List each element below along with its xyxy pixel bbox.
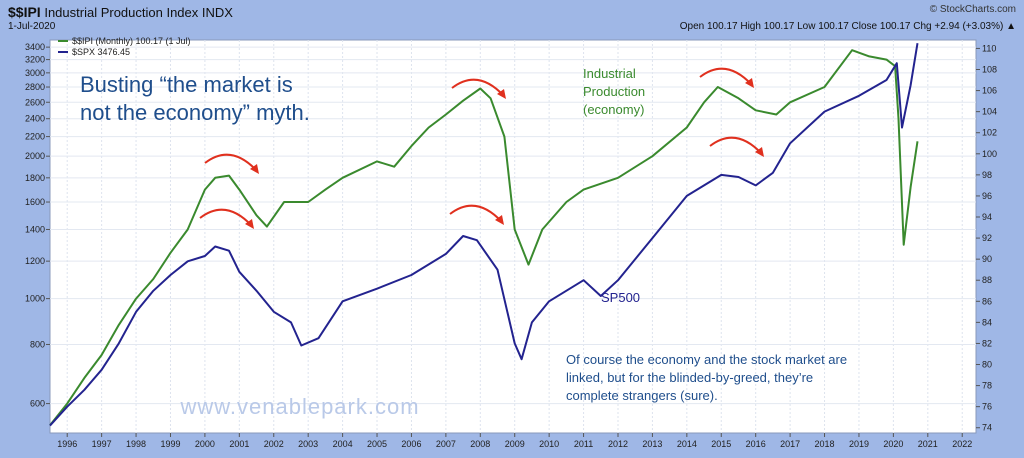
peak-arrow <box>199 208 253 227</box>
left-y-tick-label: 2200 <box>25 132 45 142</box>
left-y-tick-label: 1800 <box>25 173 45 183</box>
x-tick-label: 2001 <box>229 439 249 449</box>
right-y-tick-label: 92 <box>982 233 992 243</box>
x-tick-label: 2000 <box>195 439 215 449</box>
x-tick-label: 2012 <box>608 439 628 449</box>
left-y-tick-label: 1000 <box>25 294 45 304</box>
x-tick-label: 2005 <box>367 439 387 449</box>
x-tick-label: 2008 <box>470 439 490 449</box>
peak-arrow <box>709 136 763 155</box>
right-y-tick-label: 94 <box>982 212 992 222</box>
spx-annotation: SP500 <box>601 290 640 305</box>
x-tick-label: 2019 <box>849 439 869 449</box>
left-y-tick-label: 1200 <box>25 256 45 266</box>
peak-arrow <box>699 67 753 86</box>
x-tick-label: 2016 <box>746 439 766 449</box>
x-tick-label: 2010 <box>539 439 559 449</box>
chart-date: 1-Jul-2020 <box>8 21 56 32</box>
headline-text: not the economy” myth. <box>80 100 310 125</box>
left-y-tick-label: 1400 <box>25 224 45 234</box>
note-text: linked, but for the blinded-by-greed, th… <box>566 370 813 385</box>
x-tick-label: 1999 <box>160 439 180 449</box>
ipi-annotation: Industrial <box>583 66 636 81</box>
peak-arrow <box>204 153 258 172</box>
peak-arrowhead <box>250 164 259 174</box>
index-name: Industrial Production Index INDX <box>44 5 233 20</box>
left-y-tick-label: 600 <box>30 399 45 409</box>
x-tick-label: 1997 <box>92 439 112 449</box>
x-tick-label: 2007 <box>436 439 456 449</box>
x-tick-label: 1996 <box>57 439 77 449</box>
ipi-annotation: (economy) <box>583 102 644 117</box>
right-y-tick-label: 78 <box>982 381 992 391</box>
note-text: Of course the economy and the stock mark… <box>566 352 847 367</box>
left-y-tick-label: 2600 <box>25 97 45 107</box>
right-y-tick-label: 84 <box>982 317 992 327</box>
right-y-tick-label: 100 <box>982 149 997 159</box>
left-y-tick-label: 2400 <box>25 114 45 124</box>
right-y-tick-label: 108 <box>982 65 997 75</box>
ipi-series-line <box>49 49 919 426</box>
ohlc-readout: Open 100.17 High 100.17 Low 100.17 Close… <box>679 21 1016 32</box>
left-y-tick-label: 3400 <box>25 42 45 52</box>
right-y-tick-label: 80 <box>982 360 992 370</box>
left-y-tick-label: 800 <box>30 339 45 349</box>
brand-label: © StockCharts.com <box>929 4 1016 15</box>
x-tick-label: 2009 <box>505 439 525 449</box>
right-y-tick-label: 88 <box>982 275 992 285</box>
x-tick-label: 2003 <box>298 439 318 449</box>
right-y-tick-label: 98 <box>982 170 992 180</box>
left-y-tick-label: 2800 <box>25 82 45 92</box>
x-tick-label: 2004 <box>333 439 353 449</box>
plot-area <box>49 39 977 434</box>
peak-arrow <box>451 78 505 97</box>
chart-header: $$IPI Industrial Production Index INDX 1… <box>8 4 1016 38</box>
legend-entry: $SPX 3476.45 <box>72 47 130 57</box>
chart-title: $$IPI Industrial Production Index INDX <box>8 4 233 20</box>
spx-series-line <box>49 43 919 427</box>
symbol: $$IPI <box>8 4 41 20</box>
x-tick-label: 2017 <box>780 439 800 449</box>
right-y-tick-label: 86 <box>982 296 992 306</box>
left-y-tick-label: 1600 <box>25 197 45 207</box>
left-y-tick-label: 2000 <box>25 151 45 161</box>
legend-entry: $$IPI (Monthly) 100.17 (1 Jul) <box>72 36 191 46</box>
right-y-tick-label: 96 <box>982 191 992 201</box>
peak-arrowhead <box>495 215 504 225</box>
left-y-tick-label: 3200 <box>25 55 45 65</box>
x-tick-label: 2015 <box>711 439 731 449</box>
x-tick-label: 2021 <box>918 439 938 449</box>
peak-arrowhead <box>497 89 506 99</box>
right-y-tick-label: 106 <box>982 86 997 96</box>
right-y-tick-label: 74 <box>982 423 992 433</box>
peak-arrowhead <box>245 219 254 229</box>
x-tick-label: 2018 <box>815 439 835 449</box>
peak-arrowhead <box>745 78 754 88</box>
right-y-tick-label: 104 <box>982 107 997 117</box>
right-y-tick-label: 102 <box>982 128 997 138</box>
x-tick-label: 2014 <box>677 439 697 449</box>
headline-text: Busting “the market is <box>80 72 293 97</box>
watermark: www.venablepark.com <box>179 394 419 419</box>
x-tick-label: 2002 <box>264 439 284 449</box>
right-y-tick-label: 90 <box>982 254 992 264</box>
x-tick-label: 2022 <box>952 439 972 449</box>
x-tick-label: 2006 <box>401 439 421 449</box>
peak-arrow <box>449 204 503 223</box>
note-text: complete strangers (sure). <box>566 388 718 403</box>
right-y-tick-label: 110 <box>982 43 996 53</box>
left-y-tick-label: 3000 <box>25 68 45 78</box>
x-tick-label: 2013 <box>642 439 662 449</box>
right-y-tick-label: 82 <box>982 338 992 348</box>
x-tick-label: 2020 <box>883 439 903 449</box>
ipi-annotation: Production <box>583 84 645 99</box>
peak-arrowhead <box>755 147 764 157</box>
x-tick-label: 1998 <box>126 439 146 449</box>
right-y-tick-label: 76 <box>982 402 992 412</box>
x-tick-label: 2011 <box>574 439 593 449</box>
